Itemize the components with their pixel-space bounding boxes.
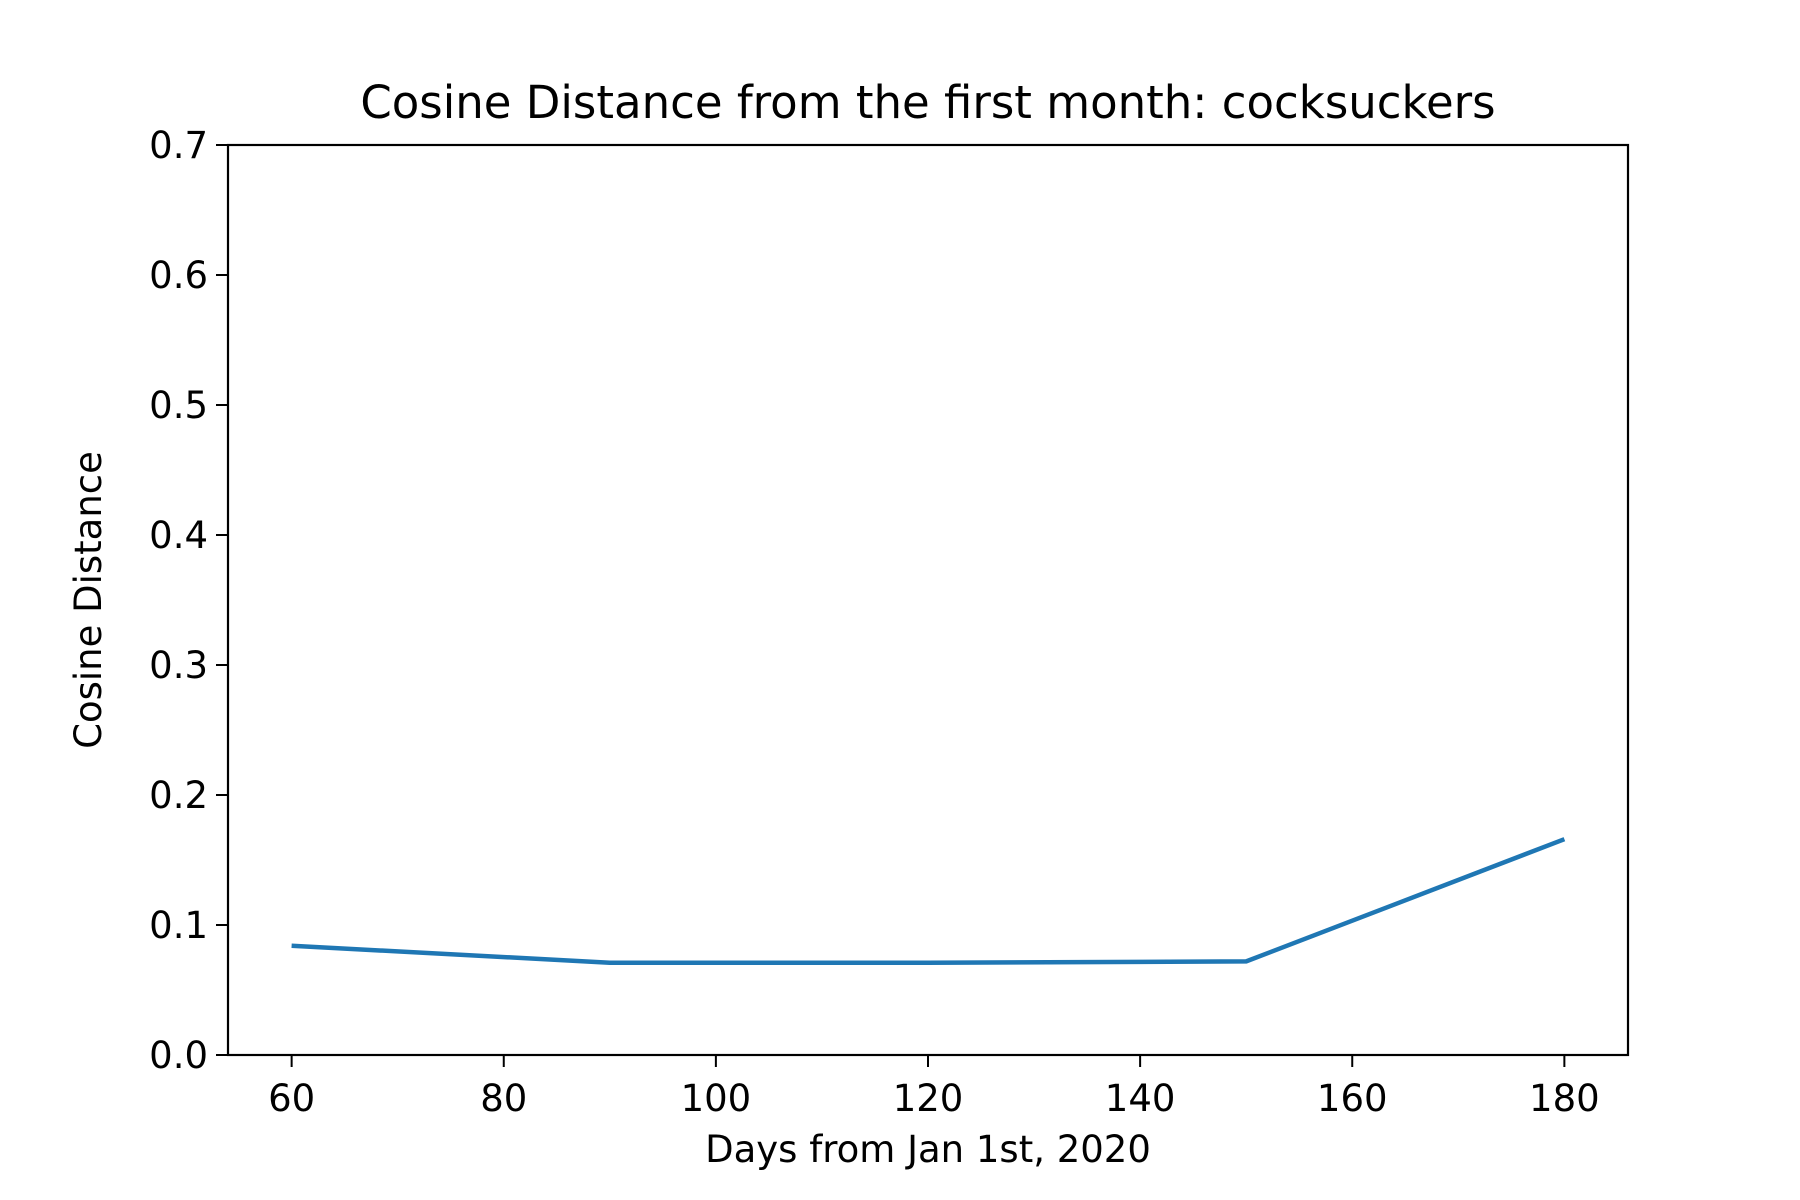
y-tick-label: 0.6 [149,254,208,297]
y-tick-label: 0.1 [149,904,208,947]
plot-frame [226,143,1630,1057]
x-tick-label: 100 [681,1077,752,1120]
y-tick-label: 0.3 [149,644,208,687]
x-tick-label: 60 [268,1077,315,1120]
y-tick-label: 0.0 [149,1034,208,1077]
series-points [291,839,1565,963]
x-tick-label: 80 [480,1077,527,1120]
x-tick-label: 180 [1529,1077,1600,1120]
y-axis-label: Cosine Distance [67,451,110,749]
x-axis-label: Days from Jan 1st, 2020 [705,1128,1151,1171]
chart-title: Cosine Distance from the first month: co… [360,76,1495,129]
y-tick-label: 0.4 [149,514,208,557]
x-tick-label: 160 [1317,1077,1388,1120]
x-axis: 60 80 100 120 140 160 180 [268,1055,1600,1120]
y-tick-label: 0.7 [149,124,208,167]
x-tick-label: 120 [893,1077,964,1120]
y-axis: 0.0 0.1 0.2 0.3 0.4 0.5 0.6 0.7 [149,124,228,1077]
y-tick-label: 0.5 [149,384,208,427]
y-tick-label: 0.2 [149,774,208,817]
x-tick-label: 140 [1105,1077,1176,1120]
